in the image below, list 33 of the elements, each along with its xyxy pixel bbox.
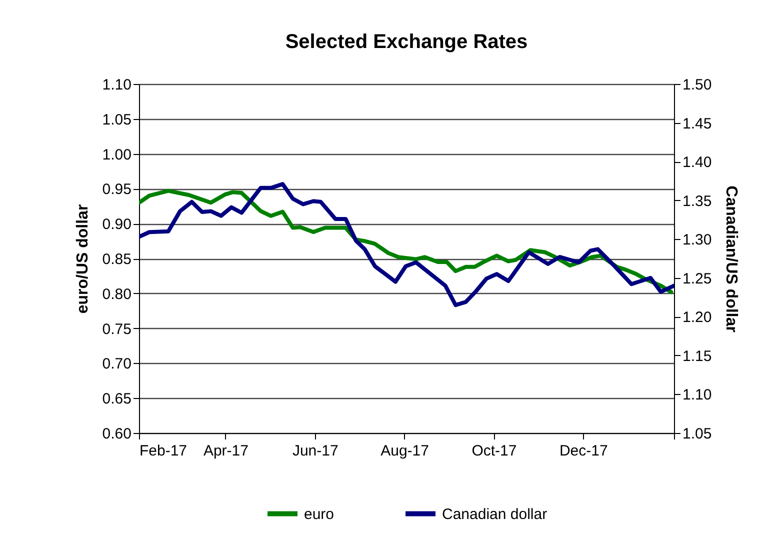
x-tick-label: Jun-17	[292, 442, 338, 460]
y2-tick-label: 1.35	[682, 192, 712, 210]
y2-tick-label: 1.40	[682, 154, 712, 172]
x-tick-label: Oct-17	[472, 442, 517, 460]
y2-tick-label: 1.30	[682, 232, 712, 249]
y-tick-label: 0.75	[102, 320, 132, 338]
line-series	[139, 182, 674, 308]
y-axis-title: euro/US dollar	[74, 204, 92, 314]
y-tick-label: 1.05	[102, 111, 132, 128]
x-tick-label: Dec-17	[559, 442, 608, 460]
x-tick-label: Aug-17	[380, 442, 429, 460]
legend-label: Canadian dollar	[442, 506, 548, 523]
y-tick-label: 0.85	[102, 251, 132, 268]
y2-tick-label: 1.20	[682, 309, 712, 326]
legend-label: euro	[304, 506, 334, 523]
x-tick-label: Feb-17	[140, 442, 188, 460]
y2-tick-label: 1.25	[682, 270, 712, 288]
y-tick-label: 0.70	[102, 356, 132, 373]
y-tick-label: 0.60	[102, 426, 132, 442]
y2-tick-label: 1.05	[682, 426, 712, 442]
y2-tick-label: 1.10	[682, 386, 712, 404]
chart-title: Selected Exchange Rates	[285, 31, 528, 53]
y2-axis-title: Canadian/US dollar	[722, 186, 740, 332]
y-tick-label: 1.10	[102, 76, 132, 94]
y2-tick-label: 1.45	[682, 115, 712, 132]
y-tick-label: 0.65	[102, 390, 132, 408]
y-tick-label: 0.95	[102, 181, 132, 198]
y-tick-label: 1.00	[102, 146, 132, 164]
y2-tick-label: 1.50	[682, 76, 712, 94]
y-tick-label: 0.80	[102, 286, 132, 303]
y2-tick-label: 1.15	[682, 348, 712, 365]
y-tick-label: 0.90	[102, 216, 132, 234]
x-tick-label: Apr-17	[203, 442, 248, 460]
